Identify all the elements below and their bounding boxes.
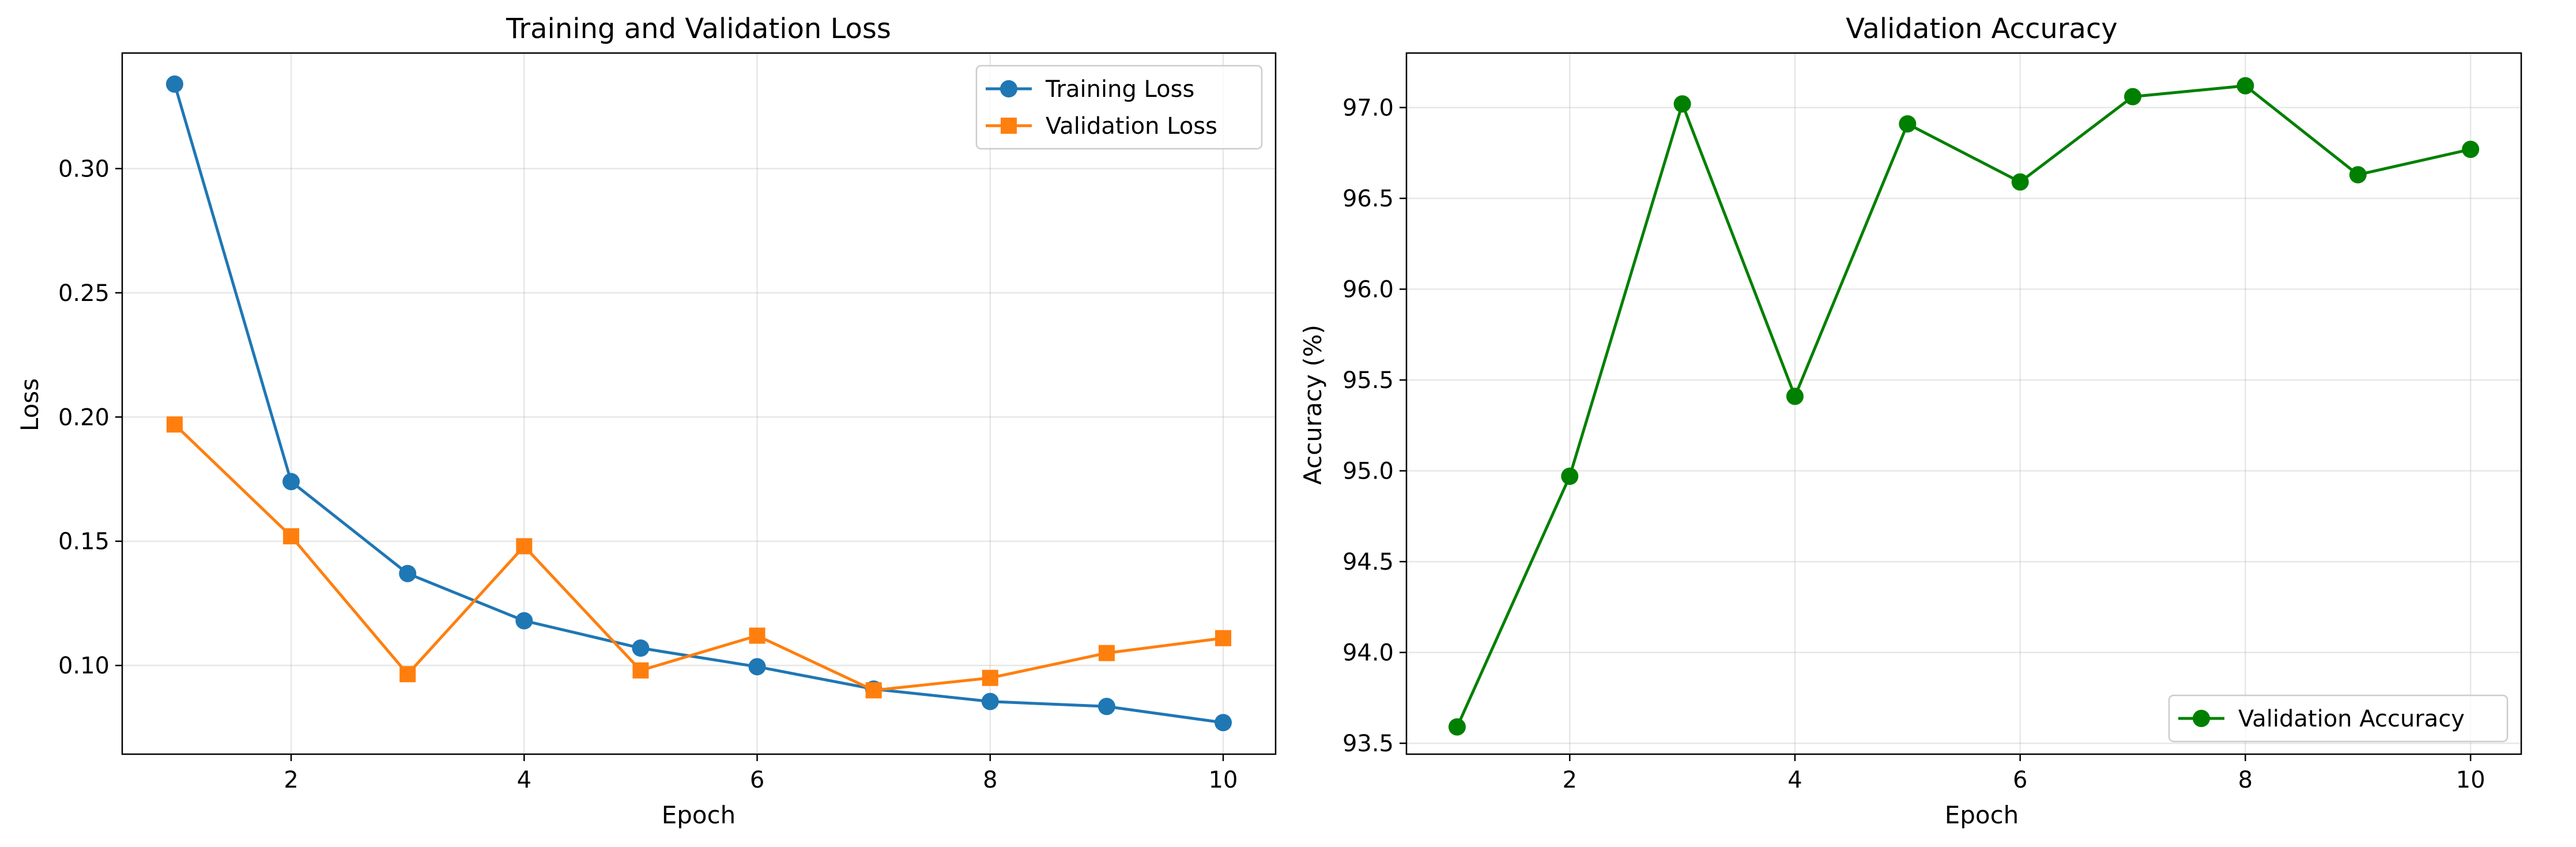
validation-accuracy-series [1448, 77, 2480, 736]
validation-accuracy-point [2124, 88, 2142, 106]
loss-y-tick-label: 0.30 [58, 156, 110, 182]
accuracy-gridlines [1406, 53, 2521, 754]
validation-loss-point [283, 528, 300, 545]
accuracy-y-tick-label: 94.5 [1342, 549, 1394, 575]
validation-loss-point [865, 682, 882, 699]
validation-accuracy-point [2349, 166, 2367, 184]
accuracy-y-tick-label: 94.0 [1342, 640, 1394, 667]
training-loss-point [1097, 698, 1115, 716]
validation-accuracy-point [1786, 387, 1804, 405]
training-loss-point [1215, 714, 1232, 732]
training-loss-point [282, 473, 300, 491]
validation-accuracy-point [1673, 95, 1691, 113]
validation-loss-point [1098, 645, 1115, 661]
accuracy-x-tick-label: 2 [1563, 767, 1577, 793]
training-loss-line [173, 84, 1224, 724]
training-loss-point [399, 564, 417, 582]
accuracy-y-tick-label: 96.0 [1342, 277, 1394, 303]
accuracy-legend: Validation Accuracy [2168, 694, 2509, 743]
loss-x-tick-label: 4 [517, 767, 531, 793]
validation-loss-point [399, 666, 416, 683]
accuracy-y-tick-label: 97.0 [1342, 95, 1394, 122]
accuracy-ticks: 2 4 6 8 10 93.5 94.0 94.5 95.0 95.5 96.0 96.5 97.0 [1342, 95, 2486, 793]
validation-accuracy-line [1455, 84, 2471, 728]
training-loss-point [515, 612, 533, 630]
validation-accuracy-point [1448, 718, 1466, 736]
training-loss-point [632, 639, 650, 657]
accuracy-chart-title: Validation Accuracy [1846, 13, 2117, 45]
accuracy-y-tick-label: 95.0 [1342, 458, 1394, 485]
accuracy-plot-frame [1405, 52, 2522, 755]
loss-legend-box [975, 65, 1263, 150]
loss-legend: Training Loss Validation Loss [975, 65, 1263, 150]
training-loss-point [981, 692, 999, 710]
validation-accuracy-point [2011, 173, 2029, 191]
loss-x-tick-label: 6 [750, 767, 764, 793]
validation-loss-legend-label: Validation Loss [1046, 113, 1217, 140]
loss-x-tick-label: 2 [284, 767, 298, 793]
loss-x-tick-label: 8 [983, 767, 997, 793]
validation-loss-point [166, 416, 183, 433]
validation-loss-point [982, 669, 998, 686]
loss-chart-xlabel: Epoch [662, 801, 736, 829]
validation-loss-point [1215, 630, 1232, 646]
loss-y-tick-label: 0.20 [58, 404, 110, 431]
validation-accuracy-point [1899, 115, 1917, 133]
training-loss-legend-marker [1000, 80, 1017, 97]
validation-loss-point [632, 662, 649, 679]
loss-chart-panel: Training and Validation Loss Epoch Loss … [16, 13, 1277, 829]
loss-x-tick-label: 10 [1209, 767, 1238, 793]
loss-gridlines [122, 53, 1276, 754]
training-loss-point [748, 658, 766, 676]
accuracy-chart-xlabel: Epoch [1945, 801, 2019, 829]
loss-y-tick-label: 0.15 [58, 529, 110, 555]
accuracy-legend-box [2168, 694, 2509, 743]
accuracy-x-tick-label: 10 [2456, 767, 2486, 793]
validation-loss-point [749, 627, 765, 644]
validation-accuracy-point [2462, 140, 2480, 158]
loss-chart-ylabel: Loss [16, 378, 44, 431]
validation-accuracy-legend-marker [2193, 710, 2210, 727]
validation-accuracy-legend-label: Validation Accuracy [2238, 706, 2465, 732]
accuracy-y-tick-label: 93.5 [1342, 731, 1394, 757]
accuracy-y-tick-label: 95.5 [1342, 367, 1394, 394]
validation-loss-line [174, 423, 1224, 692]
validation-loss-point [516, 538, 533, 555]
accuracy-chart-panel: Validation Accuracy Epoch Accuracy (%) 2… [1299, 13, 2522, 829]
validation-accuracy-point [1561, 468, 1579, 485]
validation-loss-series [166, 416, 1232, 699]
training-loss-legend-label: Training Loss [1045, 76, 1194, 103]
accuracy-x-tick-label: 6 [2013, 767, 2027, 793]
loss-ticks: 2 4 6 8 10 0.10 0.15 0.20 0.25 0.30 [58, 156, 1238, 793]
validation-loss-legend-marker [1001, 118, 1017, 134]
training-loss-point [165, 75, 183, 93]
loss-plot-frame [121, 52, 1277, 755]
loss-y-tick-label: 0.10 [58, 653, 110, 679]
accuracy-y-tick-label: 96.5 [1342, 186, 1394, 212]
loss-y-tick-label: 0.25 [58, 280, 110, 307]
validation-accuracy-point [2236, 77, 2254, 95]
accuracy-x-tick-label: 8 [2238, 767, 2253, 793]
accuracy-x-tick-label: 4 [1787, 767, 1802, 793]
accuracy-chart-ylabel: Accuracy (%) [1299, 325, 1327, 485]
loss-chart-title: Training and Validation Loss [506, 13, 891, 45]
